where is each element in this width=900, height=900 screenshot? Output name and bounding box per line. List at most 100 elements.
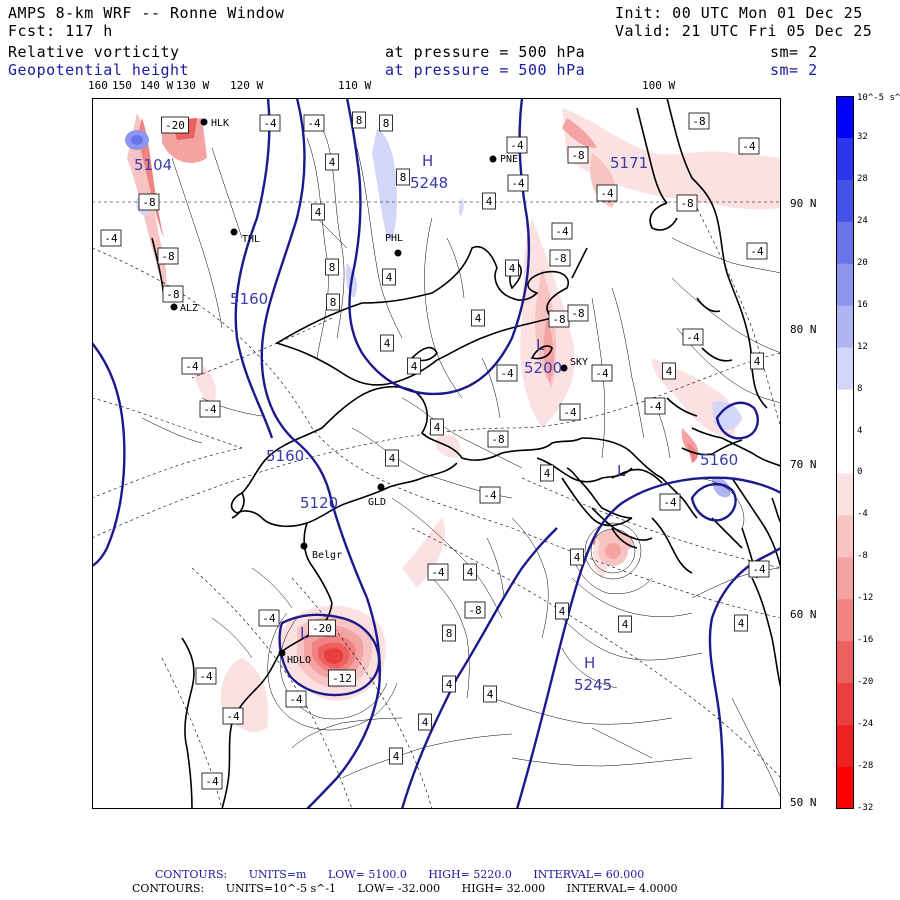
station-marker-phl bbox=[394, 249, 402, 257]
vorticity-value-label: -4 bbox=[600, 187, 614, 200]
vorticity-box bbox=[596, 184, 618, 202]
graticule bbox=[92, 197, 781, 809]
vorticity-value-label: -4 bbox=[563, 406, 577, 419]
vorticity-value-label: -8 bbox=[692, 115, 705, 128]
vorticity-box bbox=[483, 685, 497, 703]
vorticity-value-label: -8 bbox=[553, 252, 566, 265]
colorbar-tick-label: -24 bbox=[857, 719, 874, 730]
vorticity-value-label: 8 bbox=[400, 171, 407, 184]
vorticity-value-label: -4 bbox=[510, 139, 524, 152]
footer-height-high: HIGH= 5220.0 bbox=[428, 868, 512, 881]
colorbar-tick-label: -32 bbox=[857, 803, 874, 813]
vorticity-box bbox=[385, 449, 399, 467]
station-marker-belgr bbox=[300, 542, 308, 550]
vorticity-value-label: -4 bbox=[205, 775, 219, 788]
height-label-5104: 5104 bbox=[134, 156, 172, 174]
vorticity-box bbox=[464, 601, 486, 619]
vorticity-value-label: 4 bbox=[434, 421, 441, 434]
vorticity-box bbox=[559, 403, 581, 421]
vorticity-box bbox=[442, 624, 456, 642]
vorticity-box bbox=[496, 364, 518, 382]
height-label-5160-a: 5160 bbox=[230, 290, 268, 308]
lat-label-70: 70 N bbox=[790, 458, 817, 471]
colorbar-tick-label: 32 bbox=[857, 131, 868, 142]
colorbar-tick-label: 24 bbox=[857, 215, 868, 226]
station-marker-pne bbox=[489, 155, 497, 163]
vorticity-box bbox=[326, 293, 340, 311]
footer-vorticity-units: UNITS=10^-5 s^-1 bbox=[225, 882, 337, 895]
vorticity-value-label: -20 bbox=[312, 622, 332, 635]
colorbar-swatch bbox=[836, 515, 854, 558]
vorticity-value-label: -4 bbox=[500, 367, 514, 380]
vorticity-value-label: 4 bbox=[738, 617, 745, 630]
footer-vorticity-interval: INTERVAL= 4.0000 bbox=[566, 882, 678, 895]
colorbar-frame bbox=[836, 96, 854, 809]
high-center-label-1: H bbox=[422, 152, 433, 170]
colorbar-swatch bbox=[836, 683, 854, 726]
vorticity-box bbox=[427, 563, 449, 581]
lat-label-60: 60 N bbox=[790, 608, 817, 621]
lon-label-100: 100 W bbox=[642, 79, 676, 92]
low-center-label-1: L bbox=[536, 336, 545, 354]
colorbar-tick-label: -28 bbox=[857, 761, 874, 772]
vorticity-value-label: 4 bbox=[486, 195, 493, 208]
vorticity-box bbox=[199, 400, 221, 418]
vorticity-height-map: HLK PNE THL PHL ALZ SKY GLD Belgr HDLO 5… bbox=[92, 98, 781, 809]
vorticity-value-label: 4 bbox=[666, 365, 673, 378]
colorbar bbox=[836, 96, 854, 809]
footer-height-label: CONTOURS: bbox=[155, 868, 228, 881]
vorticity-value-label: 4 bbox=[384, 337, 391, 350]
vorticity-value-label: 8 bbox=[383, 117, 390, 130]
vorticity-box bbox=[181, 357, 203, 375]
footer-height-contours: CONTOURS: UNITS=m LOW= 5100.0 HIGH= 5220… bbox=[155, 868, 662, 881]
vorticity-box bbox=[157, 247, 179, 265]
vorticity-value-label: -4 bbox=[262, 612, 276, 625]
vorticity-box bbox=[567, 146, 589, 164]
field1-smoothing: sm= 2 bbox=[770, 43, 818, 61]
field2-pressure: at pressure = 500 hPa bbox=[385, 61, 586, 79]
lon-label-110: 110 W bbox=[338, 79, 372, 92]
map-background bbox=[92, 98, 781, 809]
height-label-5248: 5248 bbox=[410, 174, 448, 192]
vorticity-box bbox=[507, 174, 529, 192]
vorticity-value-label: 4 bbox=[446, 678, 453, 691]
vorticity-value-label: 8 bbox=[356, 114, 363, 127]
vorticity-value-label: -4 bbox=[431, 566, 445, 579]
station-labels: HLK PNE THL PHL ALZ SKY GLD Belgr HDLO bbox=[180, 118, 588, 666]
colorbar-swatch bbox=[836, 305, 854, 349]
vorticity-box bbox=[487, 430, 509, 448]
vorticity-value-label: 4 bbox=[386, 271, 393, 284]
colorbar-swatch bbox=[836, 599, 854, 642]
vorticity-value-label: -4 bbox=[199, 670, 213, 683]
colorbar-swatch bbox=[836, 767, 854, 809]
vorticity-value-label: 4 bbox=[467, 566, 474, 579]
vorticity-value-boxes: -4 -4 8 8 8 4 4 8 8 4 4 -4 -4 -4 4 -8 4 -8 4 4 -4 -8 -4 -4 -8 4 4 -… bbox=[100, 111, 770, 790]
vorticity-box bbox=[380, 334, 394, 352]
vorticity-value-label: -4 bbox=[663, 496, 677, 509]
vorticity-box bbox=[734, 614, 748, 632]
colorbar-swatch bbox=[836, 557, 854, 600]
vorticity-box bbox=[311, 203, 325, 221]
vorticity-value-label: 4 bbox=[559, 605, 566, 618]
lon-label-130: 130 W bbox=[176, 79, 210, 92]
vorticity-box bbox=[551, 222, 573, 240]
vorticity-box bbox=[161, 116, 189, 134]
vorticity-box bbox=[540, 464, 554, 482]
vorticity-value-label: 8 bbox=[329, 261, 336, 274]
footer-vorticity-low: LOW= -32.000 bbox=[357, 882, 441, 895]
vorticity-box bbox=[430, 418, 444, 436]
vorticity-box bbox=[570, 548, 584, 566]
colorbar-swatch bbox=[836, 725, 854, 768]
station-markers bbox=[170, 118, 568, 657]
vorticity-value-label: 4 bbox=[389, 452, 396, 465]
vorticity-value-label: -4 bbox=[289, 693, 303, 706]
vorticity-box bbox=[442, 675, 456, 693]
vorticity-box bbox=[748, 560, 770, 578]
station-label-gld: GLD bbox=[368, 497, 386, 508]
vorticity-value-label: -4 bbox=[742, 140, 756, 153]
vorticity-value-label: -4 bbox=[555, 225, 569, 238]
colorbar-swatch bbox=[836, 641, 854, 684]
geopotential-height-contours bbox=[92, 98, 781, 809]
vorticity-box bbox=[659, 493, 681, 511]
station-marker-alz bbox=[170, 303, 178, 311]
